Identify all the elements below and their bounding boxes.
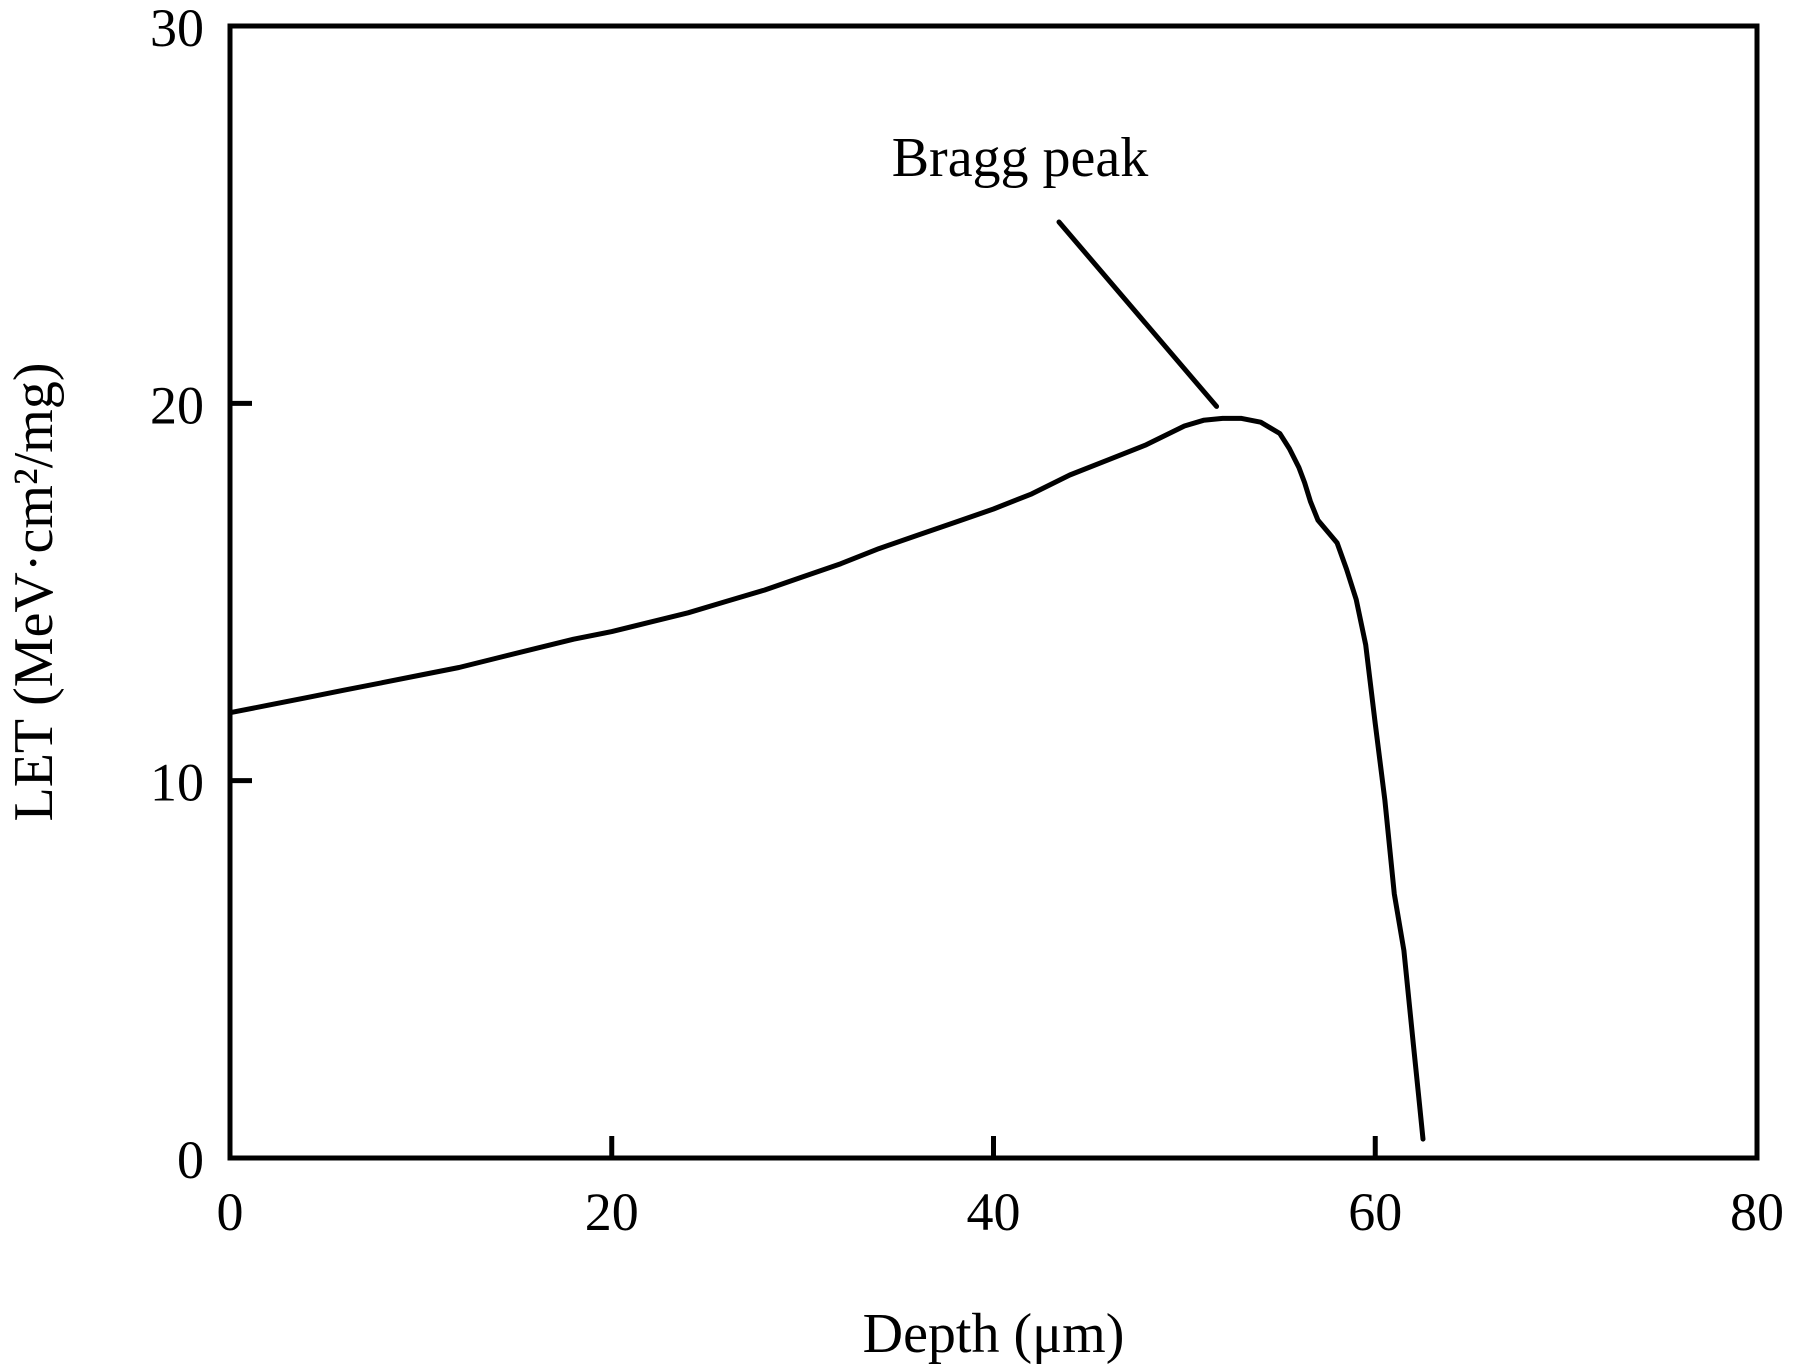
y-tick-label: 0 <box>177 1130 204 1190</box>
y-tick-label: 20 <box>150 375 204 435</box>
x-tick-label: 20 <box>585 1182 639 1242</box>
y-tick-label: 30 <box>150 0 204 58</box>
x-tick-label: 60 <box>1348 1182 1402 1242</box>
y-axis-label: LET (MeV·cm²/mg) <box>3 363 65 822</box>
x-axis-label: Depth (μm) <box>863 1303 1125 1365</box>
x-tick-label: 40 <box>967 1182 1021 1242</box>
plot-frame <box>227 23 1760 1161</box>
annotation-label: Bragg peak <box>892 127 1149 189</box>
annotation-leader-line <box>1056 219 1220 409</box>
y-tick-label: 10 <box>150 753 204 813</box>
x-tick-label: 0 <box>217 1182 244 1242</box>
x-tick-label: 80 <box>1730 1182 1784 1242</box>
plot-layer: 0 20 40 60 80 0 10 20 30 Depth (μm) LET (MeV·cm²/m… <box>3 0 1784 1365</box>
series-line-0 <box>227 415 1426 1142</box>
